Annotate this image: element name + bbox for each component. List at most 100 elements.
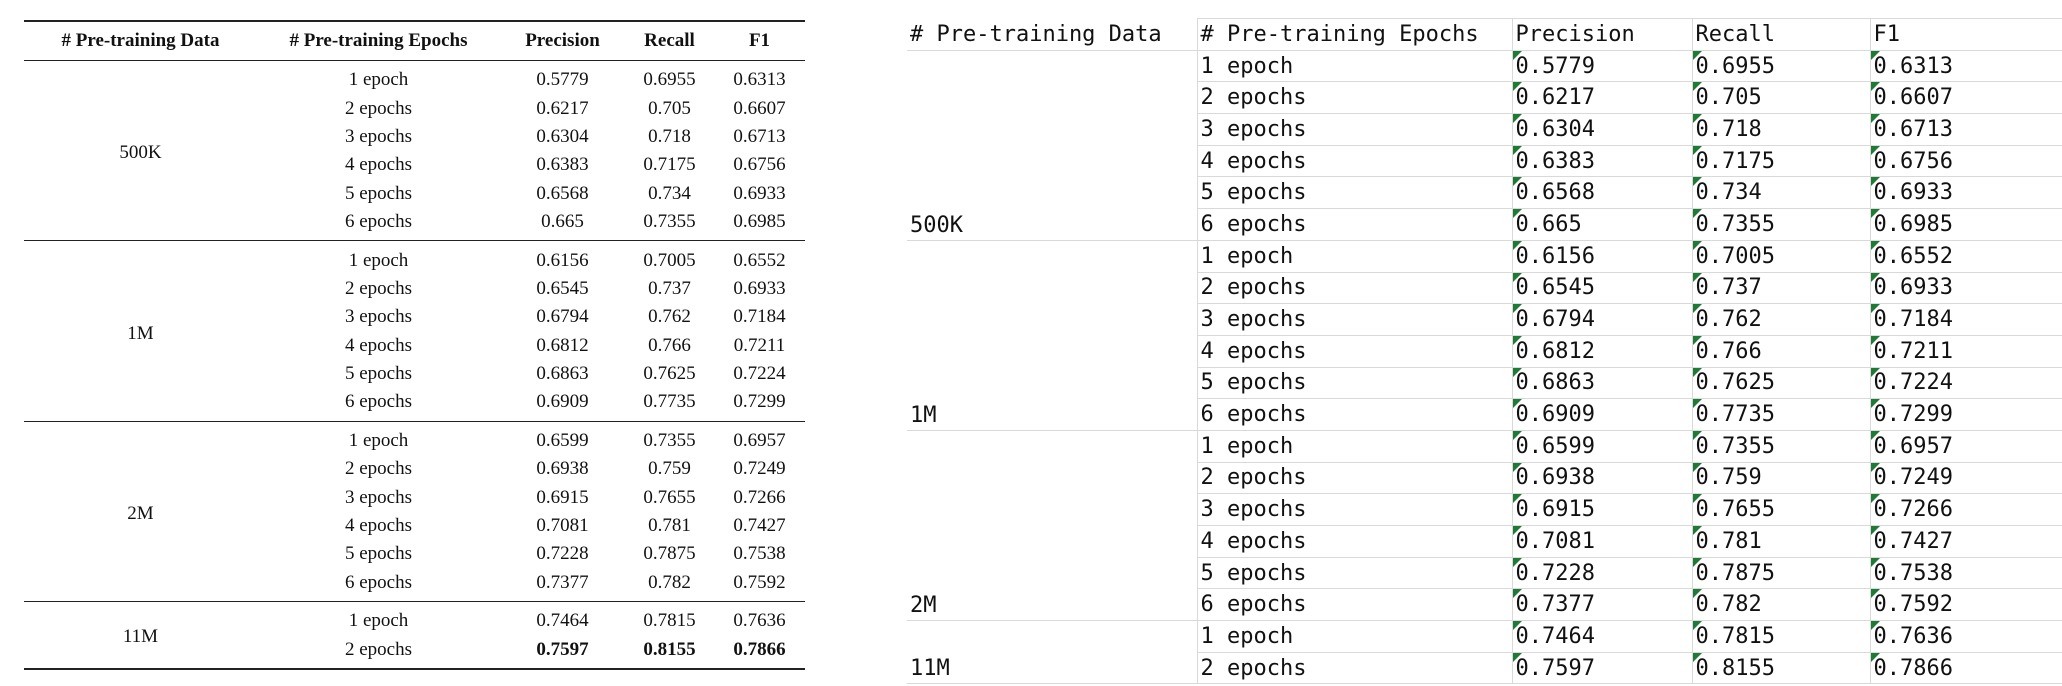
metric-cell[interactable]: 0.7464	[1511, 620, 1693, 653]
sheet-row: 6 epochs 0.7377 0.782 0.7592	[907, 588, 2062, 622]
epoch-cell[interactable]: 2 epochs	[1196, 651, 1513, 685]
metric-cell[interactable]: 0.5779	[1511, 49, 1693, 83]
epoch-cell[interactable]: 5 epochs	[1196, 176, 1513, 210]
data-row: 500K 1 epoch 0.5779 0.6955 0.6313	[24, 60, 805, 242]
metric-cell: 0.6383	[536, 154, 589, 176]
metric-cell[interactable]: 0.737	[1691, 271, 1871, 305]
epoch-cell[interactable]: 2 epochs	[1196, 461, 1513, 495]
metric-cell[interactable]: 0.759	[1691, 461, 1871, 495]
metric-cell[interactable]: 0.6599	[1511, 429, 1693, 463]
metric-cell[interactable]: 0.6915	[1511, 493, 1693, 526]
epoch-cell[interactable]: 1 epoch	[1196, 620, 1513, 653]
epoch-cell[interactable]: 6 epochs	[1196, 398, 1513, 431]
metric-cell[interactable]: 0.6713	[1869, 113, 2062, 146]
epoch-cell[interactable]: 1 epoch	[1196, 429, 1513, 463]
metric-cell[interactable]: 0.782	[1691, 588, 1871, 622]
metric-cell[interactable]: 0.6304	[1511, 113, 1693, 146]
metric-cell[interactable]: 0.7005	[1691, 239, 1871, 273]
metric-cell[interactable]: 0.7211	[1869, 334, 2062, 368]
epoch-cell[interactable]: 4 epochs	[1196, 525, 1513, 558]
epoch-cell[interactable]: 1 epoch	[1196, 239, 1513, 273]
metric-cell[interactable]: 0.6933	[1869, 176, 2062, 210]
metric-cell[interactable]: 0.7592	[1869, 588, 2062, 622]
epoch-cell[interactable]: 3 epochs	[1196, 113, 1513, 146]
metric-cell[interactable]: 0.6383	[1511, 144, 1693, 178]
group-cell[interactable]: 2M	[907, 429, 1198, 622]
metric-cell[interactable]: 0.6756	[1869, 144, 2062, 178]
metric-cell[interactable]: 0.7538	[1869, 556, 2062, 590]
column-header[interactable]: # Pre-training Epochs	[1196, 18, 1513, 51]
metric-cell[interactable]: 0.7866	[1869, 651, 2062, 685]
metric-cell[interactable]: 0.7299	[1869, 398, 2062, 431]
metric-cell[interactable]: 0.7184	[1869, 303, 2062, 336]
metric-cell: 0.7815	[643, 610, 696, 632]
metric-cell[interactable]: 0.718	[1691, 113, 1871, 146]
epoch-cell: 6 epochs	[257, 568, 500, 603]
column-header[interactable]: Recall	[1691, 18, 1871, 51]
metric-cell[interactable]: 0.6985	[1869, 208, 2062, 241]
metric-cell[interactable]: 0.7377	[1511, 588, 1693, 622]
column-header[interactable]: # Pre-training Data	[907, 18, 1198, 51]
metric-cell[interactable]: 0.6607	[1869, 81, 2062, 115]
metric-cell[interactable]: 0.7597	[1511, 651, 1693, 685]
metric-cell[interactable]: 0.6957	[1869, 429, 2062, 463]
metric-cell[interactable]: 0.6552	[1869, 239, 2062, 273]
metric-cell: 0.7081	[536, 515, 589, 537]
metric-cell[interactable]: 0.7655	[1691, 493, 1871, 526]
group-cell[interactable]: 1M	[907, 239, 1198, 431]
metric-cell[interactable]: 0.6794	[1511, 303, 1693, 336]
column-header[interactable]: F1	[1869, 18, 2062, 51]
epoch-cell[interactable]: 5 epochs	[1196, 366, 1513, 400]
metric-cell[interactable]: 0.7875	[1691, 556, 1871, 590]
epoch-cell[interactable]: 2 epochs	[1196, 271, 1513, 305]
metric-cell[interactable]: 0.7427	[1869, 525, 2062, 558]
metric-cell[interactable]: 0.7735	[1691, 398, 1871, 431]
epoch-cell[interactable]: 4 epochs	[1196, 334, 1513, 368]
metric-cell[interactable]: 0.6568	[1511, 176, 1693, 210]
metric-cell[interactable]: 0.6156	[1511, 239, 1693, 273]
epoch-cell[interactable]: 3 epochs	[1196, 303, 1513, 336]
metric-cell[interactable]: 0.734	[1691, 176, 1871, 210]
metric-cell[interactable]: 0.6217	[1511, 81, 1693, 115]
metric-cell[interactable]: 0.7815	[1691, 620, 1871, 653]
metric-cell[interactable]: 0.781	[1691, 525, 1871, 558]
group-cell[interactable]: 500K	[907, 49, 1198, 241]
metric-cell[interactable]: 0.7228	[1511, 556, 1693, 590]
metric-cell[interactable]: 0.7249	[1869, 461, 2062, 495]
epoch-cell[interactable]: 5 epochs	[1196, 556, 1513, 590]
metric-cell[interactable]: 0.7625	[1691, 366, 1871, 400]
metric-cell[interactable]: 0.6933	[1869, 271, 2062, 305]
metric-cell[interactable]: 0.7224	[1869, 366, 2062, 400]
metric-cell[interactable]: 0.705	[1691, 81, 1871, 115]
metric-cell[interactable]: 0.6909	[1511, 398, 1693, 431]
epoch-cell[interactable]: 4 epochs	[1196, 144, 1513, 178]
metric-cell[interactable]: 0.6313	[1869, 49, 2062, 83]
metric-cell[interactable]: 0.7175	[1691, 144, 1871, 178]
metric-cell[interactable]: 0.6812	[1511, 334, 1693, 368]
column-header: # Pre-training Data	[24, 20, 257, 61]
group-cell[interactable]: 11M	[907, 620, 1198, 685]
metric-cell[interactable]: 0.7081	[1511, 525, 1693, 558]
metric-cell[interactable]: 0.8155	[1691, 651, 1871, 685]
metric-cell[interactable]: 0.7266	[1869, 493, 2062, 526]
metric-cell[interactable]: 0.6938	[1511, 461, 1693, 495]
group-label: 1M	[24, 240, 257, 422]
column-header[interactable]: Precision	[1511, 18, 1693, 51]
metric-cell[interactable]: 0.7355	[1691, 429, 1871, 463]
metric-cell[interactable]: 0.665	[1511, 208, 1693, 241]
metric-cell: 0.7735	[625, 388, 714, 422]
epoch-cell[interactable]: 1 epoch	[1196, 49, 1513, 83]
metric-cell[interactable]: 0.6955	[1691, 49, 1871, 83]
metric-cell[interactable]: 0.766	[1691, 334, 1871, 368]
metric-cell[interactable]: 0.7636	[1869, 620, 2062, 653]
data-row: 6 epochs 0.665 0.7355 0.6985	[24, 207, 805, 242]
epoch-cell[interactable]: 6 epochs	[1196, 588, 1513, 622]
epoch-cell[interactable]: 3 epochs	[1196, 493, 1513, 526]
metric-cell[interactable]: 0.7355	[1691, 208, 1871, 241]
metric-cell: 0.6915	[536, 486, 589, 508]
metric-cell[interactable]: 0.6545	[1511, 271, 1693, 305]
metric-cell[interactable]: 0.6863	[1511, 366, 1693, 400]
epoch-cell[interactable]: 2 epochs	[1196, 81, 1513, 115]
metric-cell[interactable]: 0.762	[1691, 303, 1871, 336]
epoch-cell[interactable]: 6 epochs	[1196, 208, 1513, 241]
